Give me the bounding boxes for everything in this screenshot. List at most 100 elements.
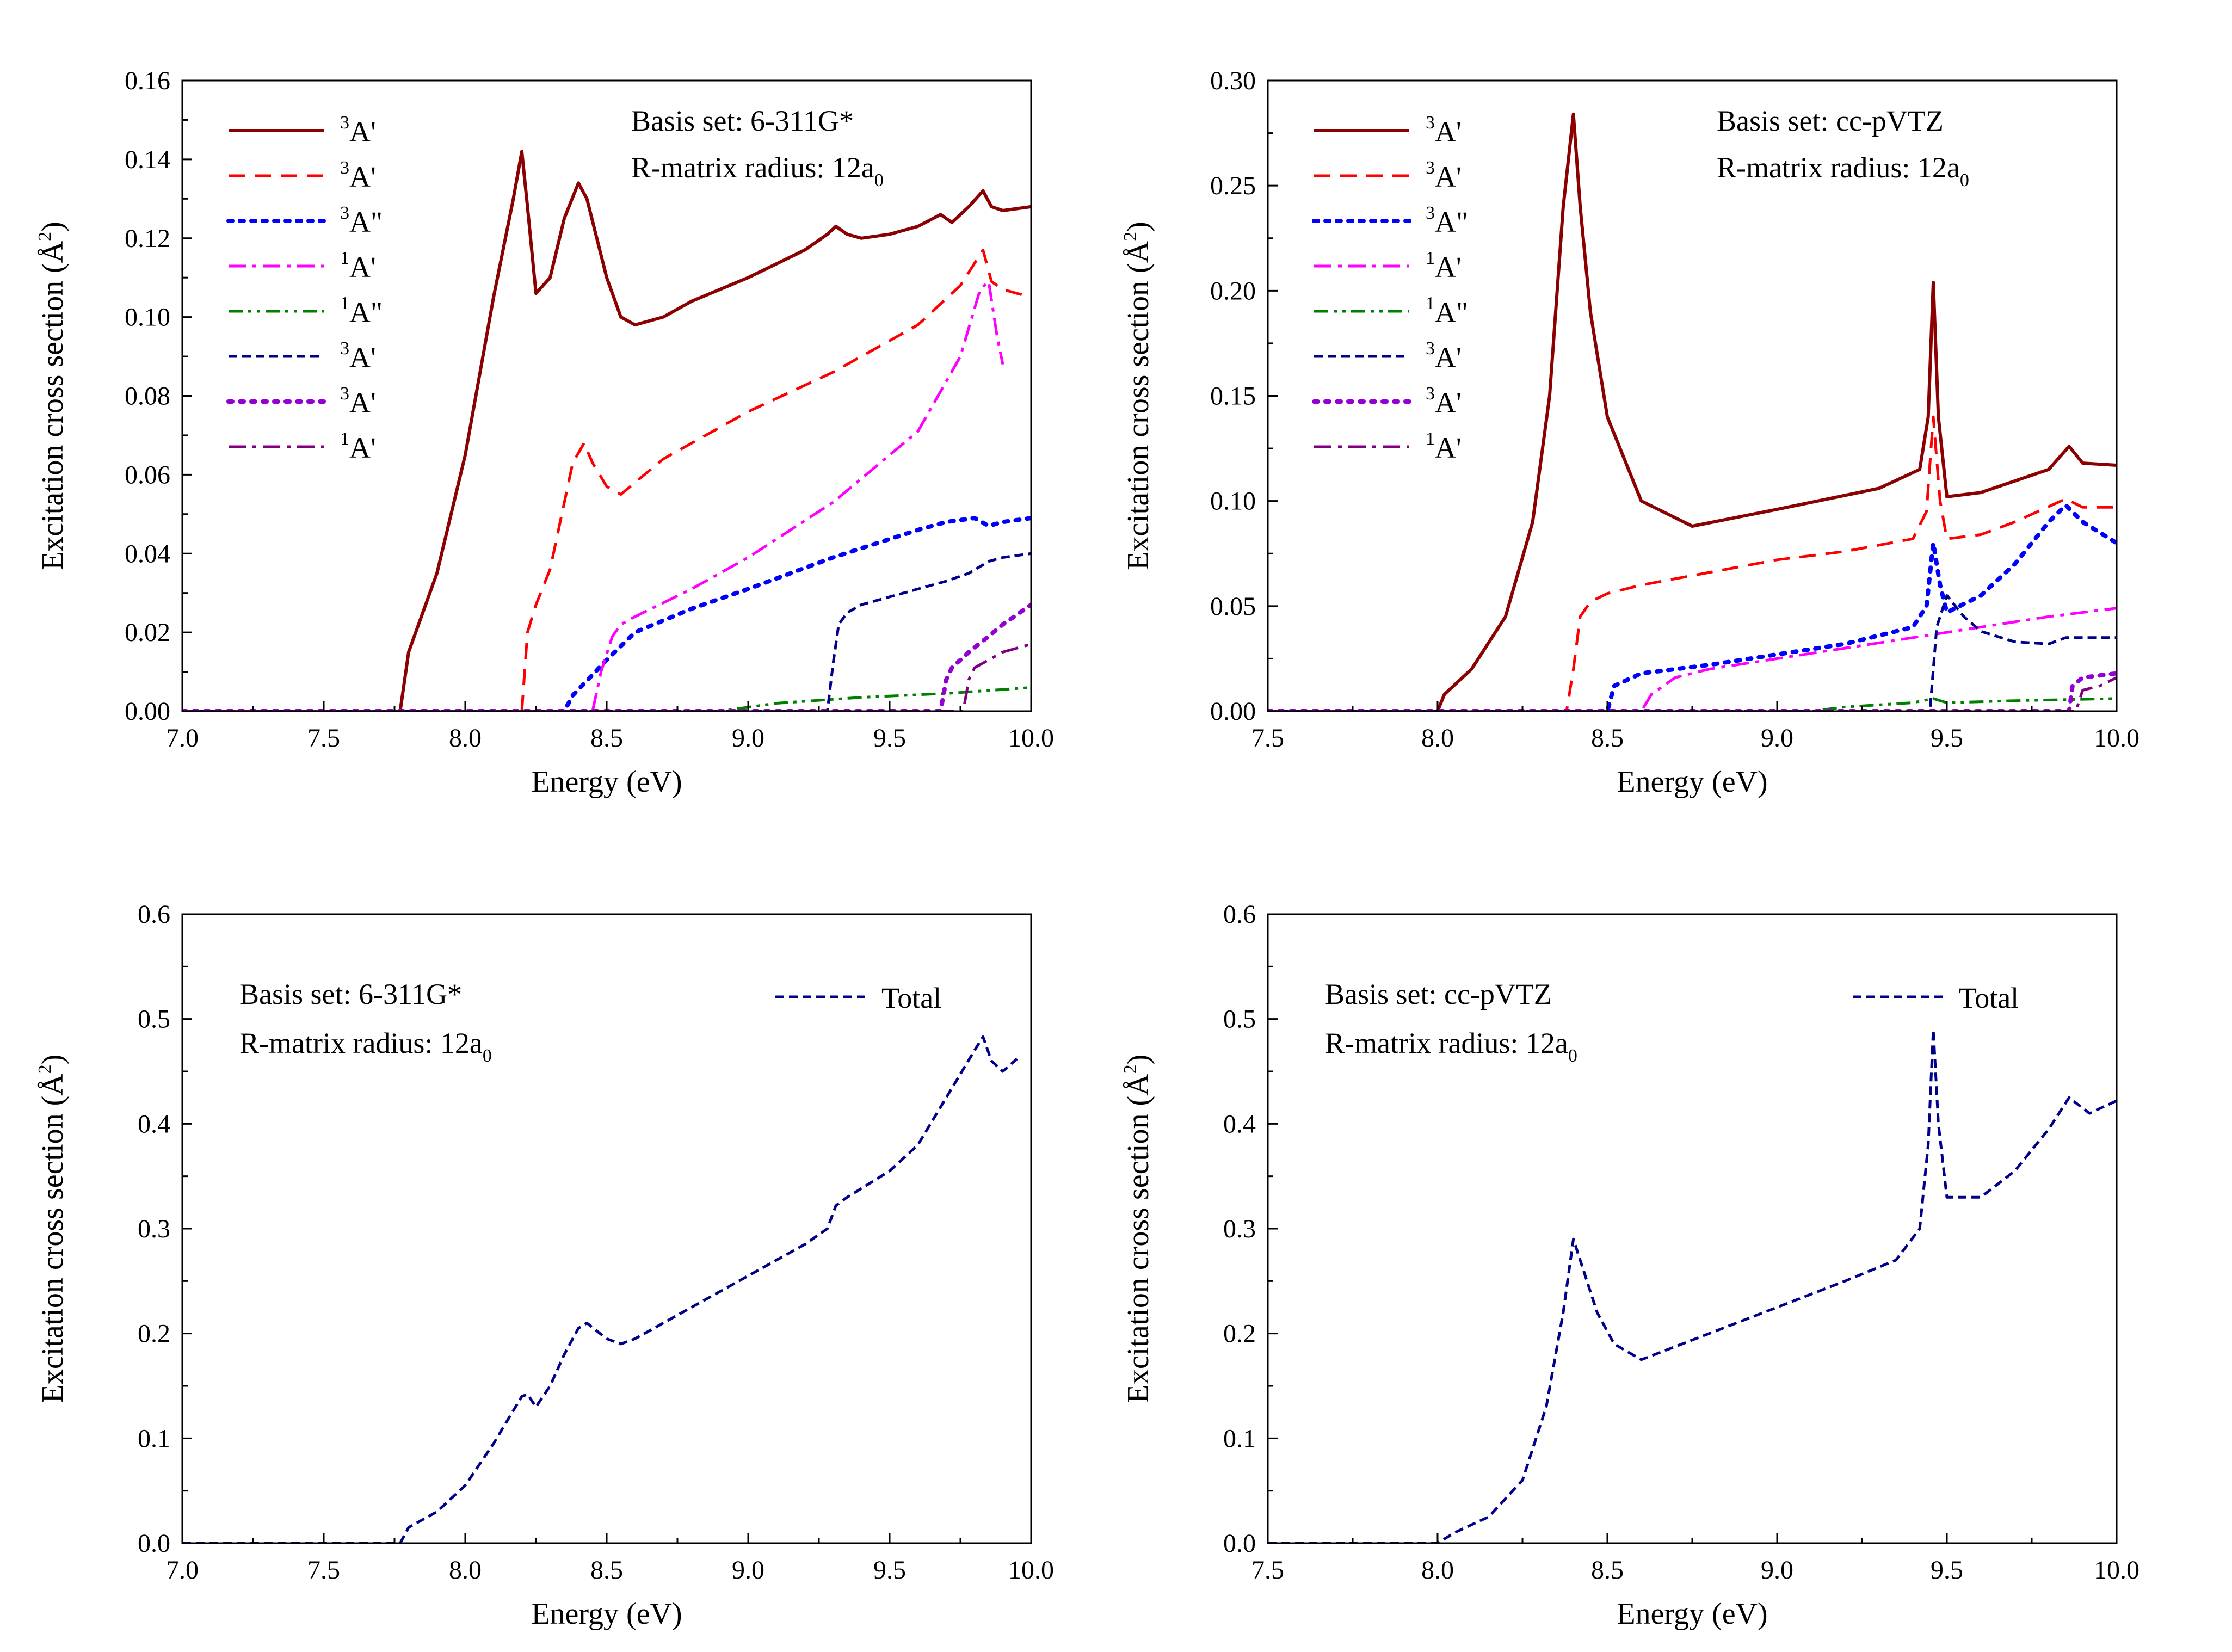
series-line-3 [1268, 503, 2117, 711]
x-tick-label: 8.5 [1591, 724, 1624, 753]
series-line-2 [1268, 415, 2117, 711]
series-line-4 [182, 280, 1004, 711]
x-tick-label: 7.5 [307, 724, 340, 753]
series-line-8 [1268, 676, 2117, 711]
r-matrix-radius-label: R-matrix radius: 12a0 [1325, 1027, 1577, 1066]
series-line-5 [182, 686, 1031, 711]
x-tick-label: 8.0 [1421, 1556, 1454, 1585]
y-axis-title: Excitation cross section (Å2) [35, 221, 70, 570]
chart-panel-top-left: 7.0 7.5 8.0 8.5 9.0 9.5 10.0 0.00 0.02 0.04 0.06 0.… [35, 66, 1054, 799]
y-axis-title: Excitation cross section (Å2) [35, 1055, 70, 1403]
legend-label: 3A" [1426, 203, 1468, 238]
x-tick-label: 8.5 [1591, 1556, 1624, 1585]
x-tick-label: 10.0 [1008, 1556, 1054, 1585]
legend-label: 3A' [1426, 384, 1462, 419]
y-tick-label: 0.02 [125, 618, 170, 647]
legend-label: 3A' [1426, 338, 1462, 374]
legend-label: Total [881, 982, 941, 1014]
y-tick-label: 0.3 [1223, 1215, 1256, 1243]
legend-label: 1A' [1426, 248, 1462, 283]
y-tick-label: 0.6 [138, 900, 170, 929]
series-line-1 [182, 150, 1031, 711]
series-line-7 [1268, 671, 2117, 711]
y-axis-title: Excitation cross section (Å2) [1120, 221, 1155, 570]
y-tick-label: 0.1 [1223, 1424, 1256, 1453]
x-tick-label: 9.0 [732, 724, 764, 753]
y-tick-label: 0.08 [125, 382, 170, 411]
legend-label: 3A' [340, 384, 376, 419]
y-tick-label: 0.25 [1210, 171, 1256, 200]
legend-label: 1A' [1426, 429, 1462, 464]
x-tick-label: 9.0 [1761, 724, 1793, 753]
y-tick-label: 0.6 [1223, 900, 1256, 929]
y-tick-label: 0.4 [138, 1109, 170, 1138]
legend-label: 3A' [340, 113, 376, 148]
x-tick-label: 9.0 [732, 1556, 764, 1585]
y-tick-label: 0.1 [138, 1424, 170, 1453]
basis-set-label: Basis set: cc-pVTZ [1325, 978, 1552, 1010]
y-tick-label: 0.2 [1223, 1320, 1256, 1348]
y-tick-label: 0.10 [1210, 487, 1256, 516]
series-line-2 [182, 249, 1031, 711]
x-axis-title: Energy (eV) [1617, 765, 1767, 799]
series-line-6 [182, 552, 1031, 711]
r-matrix-radius-label: R-matrix radius: 12a0 [1717, 151, 1969, 190]
x-tick-label: 8.5 [590, 1556, 623, 1585]
y-tick-label: 0.16 [125, 66, 170, 95]
y-tick-label: 0.10 [125, 303, 170, 332]
series-line-1 [1268, 1028, 2117, 1543]
y-tick-label: 0.15 [1210, 382, 1256, 411]
x-tick-label: 9.5 [1931, 724, 1963, 753]
y-tick-label: 0.30 [1210, 66, 1256, 95]
x-tick-label: 10.0 [2094, 1556, 2139, 1585]
x-tick-label: 7.5 [307, 1556, 340, 1585]
y-tick-label: 0.4 [1223, 1109, 1256, 1138]
x-axis-title: Energy (eV) [531, 765, 682, 799]
legend-label: 1A' [340, 429, 376, 464]
y-tick-label: 0.3 [138, 1215, 170, 1243]
legend-label: 3A' [1426, 113, 1462, 148]
x-tick-label: 7.5 [1251, 724, 1284, 753]
y-tick-label: 0.5 [138, 1005, 170, 1034]
x-tick-label: 7.0 [166, 1556, 199, 1585]
series-line-1 [182, 1035, 1018, 1543]
y-tick-label: 0.04 [125, 539, 170, 568]
y-tick-label: 0.5 [1223, 1005, 1256, 1034]
x-tick-label: 10.0 [1008, 724, 1054, 753]
y-tick-label: 0.00 [1210, 697, 1256, 726]
basis-set-label: Basis set: 6-311G* [239, 978, 462, 1010]
r-matrix-radius-label: R-matrix radius: 12a0 [631, 151, 884, 190]
legend-label: 3A' [1426, 158, 1462, 193]
x-tick-label: 9.5 [1931, 1556, 1963, 1585]
x-tick-label: 10.0 [2094, 724, 2139, 753]
legend-label: 3A' [340, 158, 376, 193]
chart-panel-bottom-left: 7.0 7.5 8.0 8.5 9.0 9.5 10.0 0.0 0.1 0.2 0.3 0.4 0.5… [35, 900, 1054, 1631]
series-line-8 [182, 643, 1031, 711]
legend-label: 3A" [340, 203, 383, 238]
y-tick-label: 0.14 [125, 145, 170, 174]
x-axis-title: Energy (eV) [1617, 1597, 1767, 1631]
r-matrix-radius-label: R-matrix radius: 12a0 [239, 1027, 492, 1066]
x-tick-label: 9.0 [1761, 1556, 1793, 1585]
x-axis-title: Energy (eV) [531, 1597, 682, 1631]
y-tick-label: 0.05 [1210, 592, 1256, 621]
x-tick-label: 8.0 [449, 724, 482, 753]
y-tick-label: 0.12 [125, 224, 170, 253]
chart-panel-bottom-right: 7.5 8.0 8.5 9.0 9.5 10.0 0.0 0.1 0.2 0.3 0.4 0.5 0.6… [1120, 900, 2139, 1631]
legend-label: 1A" [340, 293, 383, 329]
x-tick-label: 7.0 [166, 724, 199, 753]
series-line-3 [182, 516, 1031, 711]
x-tick-label: 9.5 [873, 1556, 906, 1585]
x-tick-label: 8.0 [449, 1556, 482, 1585]
basis-set-label: Basis set: 6-311G* [631, 104, 854, 137]
y-tick-label: 0.00 [125, 697, 170, 726]
y-tick-label: 0.06 [125, 460, 170, 489]
y-tick-label: 0.2 [138, 1320, 170, 1348]
legend-label: 1A' [340, 248, 376, 283]
legend-label: Total [1959, 982, 2019, 1014]
y-tick-label: 0.0 [138, 1529, 170, 1558]
legend-label: 1A" [1426, 293, 1468, 329]
series-line-7 [182, 602, 1031, 711]
basis-set-label: Basis set: cc-pVTZ [1717, 104, 1944, 137]
